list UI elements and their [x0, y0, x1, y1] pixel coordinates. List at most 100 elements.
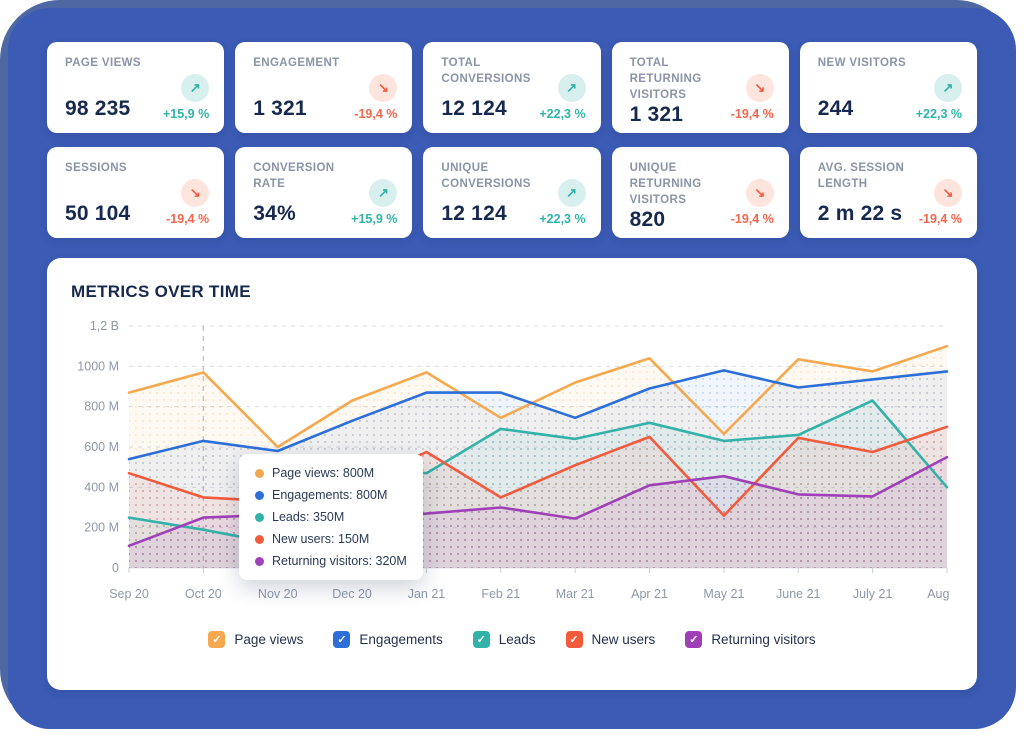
trend-up-icon: ↗	[557, 74, 586, 102]
metric-card: UNIQUE CONVERSIONS 12 124 ↗ +22,3 %	[423, 147, 601, 238]
dashboard-panel: PAGE VIEWS 98 235 ↗ +15,9 % ENGAGEMENT 1 321 ↘…	[8, 8, 1016, 729]
metric-value: 2 m 22 s	[817, 202, 903, 225]
metric-delta: -19,4 %	[730, 212, 774, 226]
tooltip-row: Engagements: 800M	[255, 488, 407, 502]
metric-value: 12 124	[441, 202, 507, 225]
x-axis-tick: Oct 20	[185, 587, 222, 601]
chart-title: METRICS OVER TIME	[71, 282, 251, 301]
series-dot-icon	[255, 556, 264, 566]
tooltip-label: New users: 150M	[272, 532, 370, 546]
legend-checkbox[interactable]: ✓	[685, 631, 703, 648]
x-axis-tick: July 21	[853, 587, 893, 601]
trend-down-icon: ↘	[181, 179, 210, 207]
trend-up-icon: ↗	[181, 74, 210, 102]
x-axis-tick: Sep 20	[109, 587, 149, 601]
legend-label: New users	[591, 632, 656, 647]
metric-card: TOTAL CONVERSIONS 12 124 ↗ +22,3 %	[423, 42, 601, 133]
legend-checkbox[interactable]: ✓	[208, 631, 226, 648]
chart-legend: ✓ Page views ✓ Engagements ✓ Leads ✓ New users ✓…	[71, 631, 953, 648]
metric-value: 1 321	[253, 97, 307, 120]
tooltip-row: Leads: 350M	[255, 510, 407, 524]
metrics-over-time-card: METRICS OVER TIME 1,2 B 1000 M 800 M 600 M 4…	[47, 258, 977, 690]
legend-item-page-views[interactable]: ✓ Page views	[208, 631, 303, 648]
series-line	[127, 369, 949, 461]
x-axis-tick: Aug 21	[927, 587, 953, 601]
metric-card: SESSIONS 50 104 ↘ -19,4 %	[47, 147, 225, 238]
series-dot-icon	[255, 534, 264, 544]
metric-value: 12 124	[441, 97, 507, 120]
metric-value: 1 321	[629, 103, 684, 127]
x-axis-tick: Apr 21	[631, 587, 668, 601]
y-axis-tick: 800 M	[84, 400, 119, 414]
metric-card: PAGE VIEWS 98 235 ↗ +15,9 %	[47, 42, 225, 133]
legend-label: Returning visitors	[711, 632, 816, 647]
legend-checkbox[interactable]: ✓	[333, 631, 351, 648]
x-axis-tick: June 21	[776, 587, 821, 601]
y-axis-tick: 0	[112, 561, 119, 575]
y-axis-tick: 600 M	[84, 440, 119, 454]
legend-item-engagements[interactable]: ✓ Engagements	[333, 631, 443, 648]
metric-card: TOTAL RETURNING VISITORS 1 321 ↘ -19,4 %	[611, 42, 789, 133]
metric-card: AVG. SESSION LENGTH 2 m 22 s ↘ -19,4 %	[799, 147, 977, 238]
metrics-line-chart[interactable]: 1,2 B 1000 M 800 M 600 M 400 M 200 M 0 Sep 20 Oc…	[71, 314, 967, 610]
tooltip-row: New users: 150M	[255, 532, 407, 546]
metric-delta: +15,9 %	[351, 212, 398, 226]
tooltip-row: Returning visitors: 320M	[255, 554, 407, 568]
trend-up-icon: ↗	[557, 179, 586, 207]
metric-card: ENGAGEMENT 1 321 ↘ -19,4 %	[235, 42, 413, 133]
trend-up-icon: ↗	[933, 74, 962, 102]
metric-value: 34%	[253, 202, 296, 225]
chart-area: 1,2 B 1000 M 800 M 600 M 400 M 200 M 0 Sep 20 Oc…	[71, 314, 967, 615]
metric-delta: +22,3 %	[539, 212, 586, 226]
legend-item-new-users[interactable]: ✓ New users	[565, 631, 656, 648]
metric-delta: -19,4 %	[166, 212, 210, 226]
metric-delta: -19,4 %	[354, 107, 398, 121]
metric-delta: +15,9 %	[162, 107, 210, 121]
x-axis-tick: Jan 21	[408, 587, 446, 601]
y-axis-tick: 1,2 B	[90, 319, 119, 333]
metric-value: 820	[629, 208, 666, 232]
trend-up-icon: ↗	[369, 179, 398, 207]
trend-down-icon: ↘	[745, 74, 774, 102]
x-axis-tick: Nov 20	[258, 587, 298, 601]
metric-title: TOTAL RETURNING VISITORS	[629, 57, 702, 102]
tooltip-row: Page views: 800M	[255, 466, 407, 480]
metric-card: CONVERSION RATE 34% ↗ +15,9 %	[235, 147, 413, 238]
tooltip-label: Page views: 800M	[272, 466, 375, 480]
trend-down-icon: ↘	[933, 179, 962, 207]
tooltip-label: Leads: 350M	[272, 510, 345, 524]
trend-down-icon: ↘	[745, 179, 774, 207]
metric-delta: +22,3 %	[539, 107, 586, 121]
y-axis-tick: 1000 M	[77, 359, 119, 373]
x-axis-tick: Feb 21	[481, 587, 520, 601]
legend-checkbox[interactable]: ✓	[565, 631, 583, 648]
metric-title: UNIQUE CONVERSIONS	[441, 162, 531, 191]
tooltip-label: Returning visitors: 320M	[272, 554, 407, 568]
trend-down-icon: ↘	[369, 74, 398, 102]
legend-checkbox[interactable]: ✓	[472, 631, 490, 648]
metric-title: SESSIONS	[65, 162, 127, 174]
y-axis-tick: 400 M	[84, 480, 119, 494]
metric-title: ENGAGEMENT	[253, 57, 340, 69]
x-axis-tick: Mar 21	[556, 587, 595, 601]
legend-item-returning-visitors[interactable]: ✓ Returning visitors	[685, 631, 816, 648]
x-axis-tick: Dec 20	[332, 587, 372, 601]
metric-delta: +22,3 %	[915, 107, 962, 121]
series-dot-icon	[255, 512, 264, 522]
metric-title: AVG. SESSION LENGTH	[817, 162, 905, 191]
metric-title: PAGE VIEWS	[65, 57, 141, 69]
metric-card: NEW VISITORS 244 ↗ +22,3 %	[799, 42, 977, 133]
metric-title: NEW VISITORS	[817, 57, 907, 69]
tooltip-label: Engagements: 800M	[272, 488, 388, 502]
metric-title: UNIQUE RETURNING VISITORS	[629, 162, 702, 207]
metric-delta: -19,4 %	[918, 212, 962, 226]
metric-delta: -19,4 %	[730, 107, 774, 121]
legend-label: Leads	[498, 632, 536, 647]
y-axis-tick: 200 M	[84, 521, 119, 535]
chart-tooltip: Page views: 800M Engagements: 800M Leads: …	[239, 454, 423, 580]
legend-item-leads[interactable]: ✓ Leads	[472, 631, 536, 648]
metric-value: 98 235	[65, 97, 131, 120]
series-dot-icon	[255, 490, 264, 500]
legend-label: Engagements	[359, 632, 443, 647]
metric-card: UNIQUE RETURNING VISITORS 820 ↘ -19,4 %	[611, 147, 789, 238]
